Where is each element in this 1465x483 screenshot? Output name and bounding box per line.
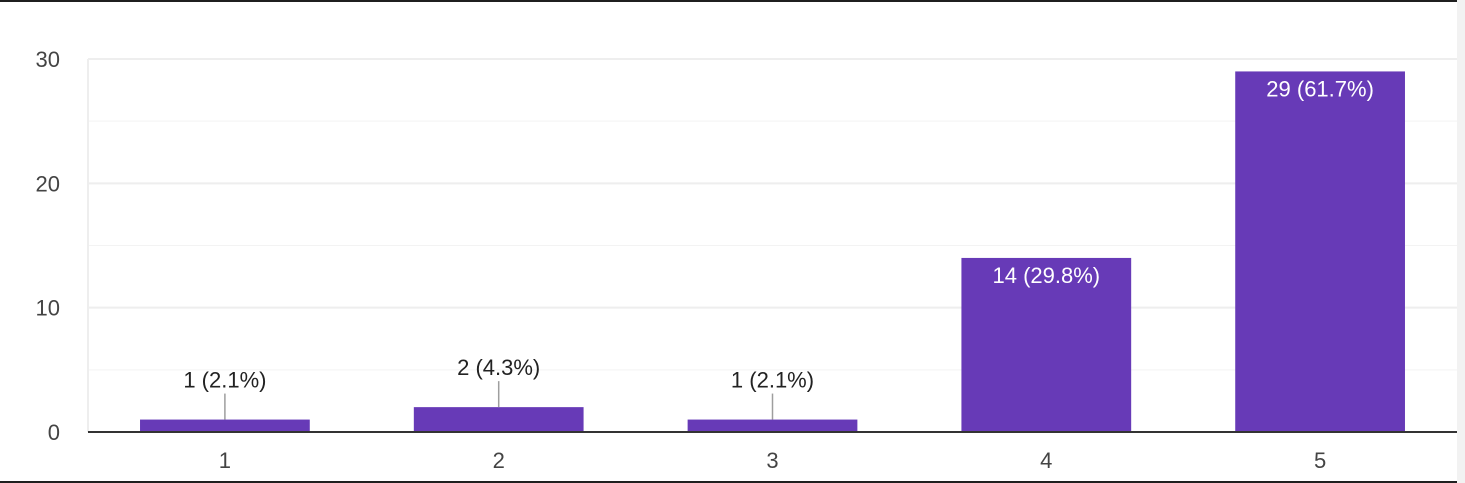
bar xyxy=(1235,71,1405,432)
labels: 0 10 20 30 1 1 (2.1%) 2 2 (4.3%) 3 1 (2.1%) 4 14 (2… xyxy=(36,47,1374,473)
bar xyxy=(413,407,584,432)
bar xyxy=(140,419,310,432)
grid-lines xyxy=(87,58,1457,432)
y-tick-label: 20 xyxy=(36,171,60,196)
bars xyxy=(140,71,1405,432)
x-tick-label: 1 xyxy=(219,448,231,473)
x-tick-label: 3 xyxy=(766,448,778,473)
data-label: 14 (29.8%) xyxy=(992,263,1100,288)
x-tick-label: 2 xyxy=(493,448,505,473)
y-tick-label: 0 xyxy=(48,420,60,445)
scroll-edge xyxy=(1457,0,1465,483)
data-label: 29 (61.7%) xyxy=(1266,76,1374,101)
x-tick-label: 4 xyxy=(1040,448,1052,473)
bar xyxy=(687,419,858,432)
bar xyxy=(961,257,1132,432)
y-tick-label: 30 xyxy=(36,47,60,72)
y-tick-label: 10 xyxy=(36,296,60,321)
data-label: 1 (2.1%) xyxy=(183,368,266,393)
data-label: 2 (4.3%) xyxy=(457,355,540,380)
data-label: 1 (2.1%) xyxy=(731,368,814,393)
x-tick-label: 5 xyxy=(1314,448,1326,473)
